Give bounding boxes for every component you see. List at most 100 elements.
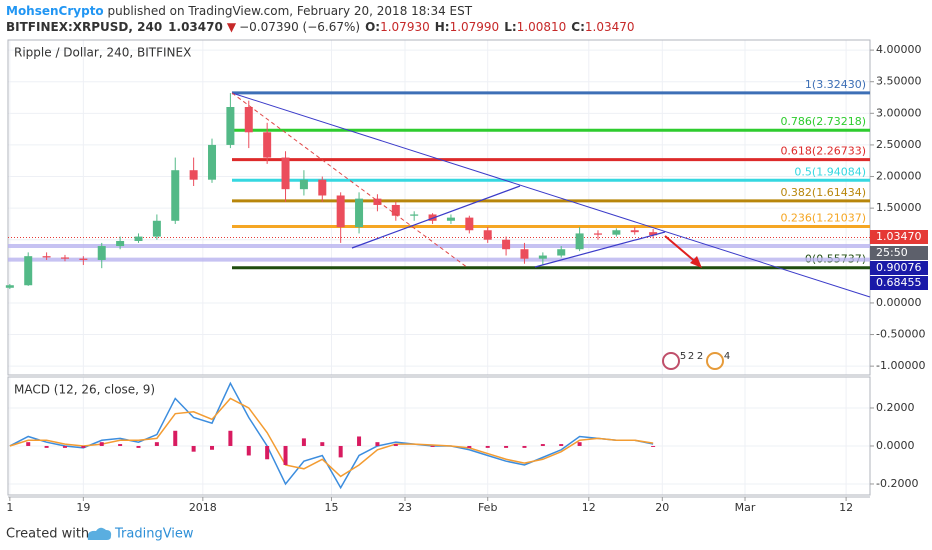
candle-body (263, 132, 272, 158)
event-count: 2 (697, 351, 703, 362)
candle-body (410, 214, 419, 216)
histogram-bar (191, 445, 196, 452)
histogram-bar (485, 445, 490, 448)
fib-label: 0.382(1.61434) (780, 186, 866, 199)
ohlc-value: 1.00810 (517, 20, 567, 34)
drawings (231, 92, 871, 298)
footer-text: Created with (6, 527, 89, 542)
fib-label: 0.786(2.73218) (780, 115, 866, 128)
fib-label: 0.236(1.21037) (780, 211, 866, 224)
fib-label: 1(3.32430) (805, 78, 866, 91)
y-tick-label: 0.00000 (876, 296, 922, 309)
event-icon (662, 352, 680, 370)
x-tick-label: Feb (478, 501, 497, 514)
candle-body (152, 220, 161, 237)
histogram-bar (430, 445, 435, 447)
pane-title: Ripple / Dollar, 240, BITFINEX (14, 46, 191, 60)
histogram-bar (136, 445, 141, 448)
channel-line (534, 231, 666, 268)
logo (87, 527, 112, 540)
candle-body (299, 179, 308, 190)
published: published on TradingView.com, February 2… (104, 4, 473, 18)
arrow-head (690, 256, 702, 268)
histogram-bar (393, 444, 398, 446)
event-count: 5 (680, 351, 686, 362)
y-tick-label: -0.50000 (876, 328, 925, 341)
histogram-bar (301, 438, 306, 446)
candle-body (318, 179, 327, 196)
price: 1.03470 (168, 20, 223, 34)
y-tick-label: 4.00000 (876, 43, 922, 56)
histogram-bar (338, 445, 343, 458)
header-line: BITFINEX:XRPUSD, 240 1.03470 ▼ −0.07390 (−6… (6, 20, 635, 34)
histogram-bar (577, 442, 582, 446)
histogram-bar (99, 442, 104, 446)
ohlc-key: C: (571, 20, 585, 34)
y-tick-label: -0.2000 (876, 477, 918, 490)
ohlc-key: L: (504, 20, 516, 34)
y-tick-label: 0.2000 (876, 401, 915, 414)
candle-body (373, 198, 382, 205)
footer-brand: TradingView (114, 527, 194, 542)
pane-title: MACD (12, 26, close, 9) (14, 383, 155, 397)
histogram-bar (154, 442, 159, 446)
y-tick-label: 1.50000 (876, 201, 922, 214)
y-tick-label: 3.00000 (876, 106, 922, 119)
x-tick-label: 12 (582, 501, 596, 514)
histogram-bar (81, 445, 86, 448)
candle-body (446, 217, 455, 221)
y-tick-label: 3.50000 (876, 75, 922, 88)
x-tick-label: 19 (76, 501, 90, 514)
candle-body (189, 170, 198, 180)
x-tick-label: 12 (839, 501, 853, 514)
histogram-bar (504, 445, 509, 448)
histogram-bar (467, 445, 472, 448)
event-icon (706, 352, 724, 370)
price-pane (7, 39, 871, 376)
price-tag-label: 0.68455 (876, 276, 922, 289)
price-tag (870, 276, 928, 290)
histogram-bar (62, 445, 67, 448)
histogram-bar (522, 445, 527, 448)
change: −0.07390 (−6.67%) (239, 20, 360, 34)
candle-body (575, 233, 584, 250)
candle-body (391, 204, 400, 216)
author: MohsenCrypto (6, 4, 104, 18)
candle-body (116, 241, 125, 247)
price-tag (870, 230, 928, 244)
ohlc-key: H: (435, 20, 450, 34)
candle-body (24, 256, 33, 286)
event-count: 2 (688, 351, 694, 362)
candle-body (483, 230, 492, 240)
candle-body (171, 170, 180, 221)
arrow (664, 235, 699, 265)
histogram-bar (44, 445, 49, 448)
ohlc-value: 1.07930 (380, 20, 430, 34)
x-tick-label: Mar (735, 501, 756, 514)
price-tag (870, 246, 928, 260)
symbol: BITFINEX:XRPUSD, 240 (6, 20, 162, 34)
x-tick-label: 20 (655, 501, 669, 514)
price-tag (870, 261, 928, 275)
candle-body (630, 230, 639, 233)
arrow: ▼ (227, 20, 237, 34)
candle-body (134, 236, 143, 241)
header-line: MohsenCrypto published on TradingView.co… (6, 4, 473, 18)
histogram-bar (246, 445, 251, 456)
macd-line (9, 397, 654, 478)
candle-body (5, 285, 14, 288)
trend-line (231, 92, 871, 298)
candle-body (538, 255, 547, 259)
candle-body (593, 233, 602, 235)
candle-body (226, 107, 235, 145)
histogram-bar (320, 442, 325, 446)
candle-body (97, 246, 106, 260)
histogram-bar (118, 444, 123, 446)
candle-body (557, 249, 566, 256)
price-tag-label: 0.90076 (876, 261, 922, 274)
candle-body (336, 195, 345, 228)
price-tag-label: 25:50 (876, 246, 908, 259)
candle-body (520, 249, 529, 259)
fib-label: 0.618(2.26733) (780, 145, 866, 158)
